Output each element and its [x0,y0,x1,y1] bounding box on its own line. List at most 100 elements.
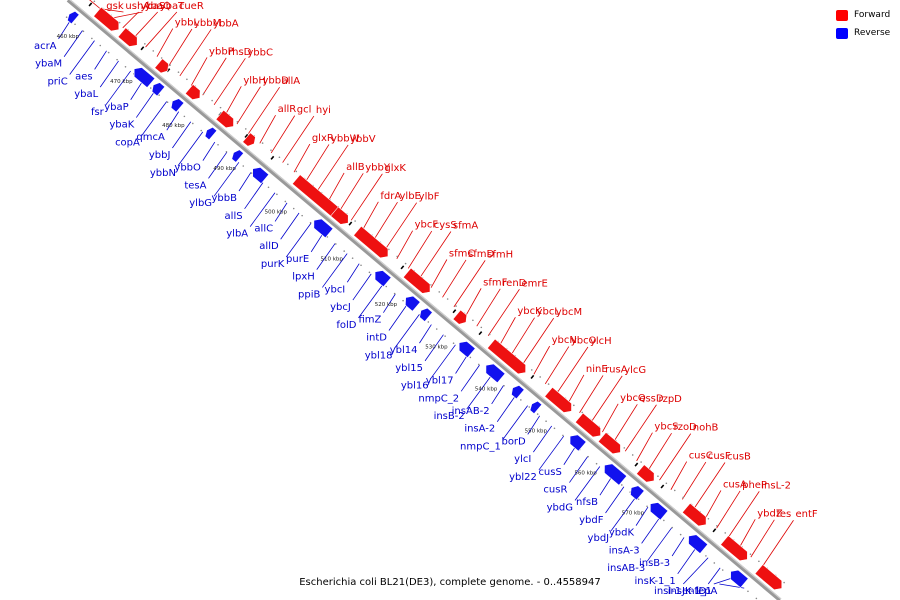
backbone-dot [118,21,121,24]
backbone-dot [149,87,152,89]
forward-gene-label: sfmH [487,249,513,260]
backbone-tick [140,46,145,51]
backbone-tick [660,484,665,489]
forward-gene-label: cusC [689,451,713,462]
backbone-dot [623,447,626,449]
backbone-dot [520,399,522,401]
reverse-gene-label: ybdF [579,515,604,526]
reverse-swatch [836,27,848,39]
reverse-gene-label: purE [286,254,309,265]
reverse-leader-line [316,243,336,270]
reverse-gene-label: fepA [695,586,718,597]
forward-gene-label: ybcQ [620,393,646,404]
reverse-gene-block [511,385,525,400]
forward-gene-label: ybdZ [757,508,783,519]
forward-swatch [836,9,848,21]
reverse-gene-label: ybl14 [390,345,418,356]
genome-caption: Escherichia coli BL21(DE3), complete gen… [299,577,601,588]
reverse-gene-label: borD [501,436,526,447]
reverse-leader-line [202,141,216,161]
reverse-gene-block [133,67,156,89]
reverse-gene-label: ybl15 [395,363,423,374]
forward-leader-line [579,375,604,413]
reverse-leader-line [99,60,119,88]
forward-leader-line [282,115,315,163]
reverse-leader-line [430,344,456,379]
backbone-dot [393,292,396,295]
forward-gene-label: ybcF [415,220,439,231]
forward-gene-label: ybbD [262,76,289,87]
backbone-tick [712,528,717,533]
forward-gene-block [353,225,389,259]
backbone-dot [116,58,118,61]
backbone-tick [530,374,535,379]
legend: Forward Reverse [836,8,890,44]
backbone-dot [91,37,93,40]
forward-leader-line [590,375,623,423]
forward-gene-label: renD [502,278,526,289]
reverse-leader-line [285,222,312,258]
reverse-gene-label: tesA [184,180,206,191]
forward-gene-label: ybbL [175,18,200,29]
forward-gene-label: entF [796,509,818,520]
reverse-leader-line [310,233,324,253]
reverse-gene-label: ybcI [325,284,346,295]
forward-leader-line [727,491,760,539]
backbone-dot [158,94,160,96]
forward-leader-line [613,404,638,442]
forward-leader-line [350,173,383,221]
forward-gene-label: cysS [434,220,457,231]
reverse-gene-label: ylbG [189,198,212,209]
backbone-dot [631,454,634,456]
backbone-dot [536,413,539,415]
reverse-leader-line [491,385,504,405]
backbone-dot [309,221,312,224]
forward-gene-block [117,27,138,47]
reverse-gene-block [688,534,709,554]
backbone-tick [400,265,405,270]
backbone-dot [721,569,724,571]
reverse-gene-label: insAB-3 [607,563,645,574]
backbone-dot [488,333,491,336]
forward-gene-label: glxR [312,133,334,144]
backbone-dot [169,64,171,66]
forward-leader-line [636,432,653,462]
legend-forward: Forward [836,8,890,22]
forward-leader-line [327,172,345,202]
reverse-gene-label: insA-2 [464,424,495,435]
backbone-dot [387,248,390,251]
forward-gene-label: allB [346,162,365,173]
forward-leader-line [179,29,212,77]
reverse-leader-line [610,496,637,531]
reverse-leader-line [63,30,83,57]
backbone-dot [530,369,533,371]
legend-reverse-label: Reverse [854,28,891,38]
forward-gene-label: essD [639,393,664,404]
backbone-dot [301,214,303,217]
backbone-dot [354,220,356,222]
backbone-dot [250,172,253,174]
forward-gene-block [242,132,256,147]
forward-leader-line [533,345,551,375]
forward-leader-line [750,519,775,558]
reverse-leader-line [238,172,252,192]
backbone-dot [503,384,505,387]
forward-leader-line [476,288,501,327]
forward-leader-line [396,230,413,259]
backbone-dot [427,321,430,323]
reverse-gene-block [252,167,270,185]
backbone-dot [758,560,760,563]
backbone-dot [469,356,472,359]
backbone-dot [292,207,295,210]
backbone-dot [663,519,665,522]
backbone-dot [166,101,169,104]
reverse-gene-label: insJK-1_1 [668,586,712,597]
reverse-gene-label: insK-1_1 [635,576,676,587]
forward-leader-line [624,404,657,452]
kbp-tick-label: 460 kbp [57,34,80,40]
reverse-leader-line [635,506,649,526]
backbone-dot [657,475,659,478]
reverse-leader-line [69,40,95,75]
genome-backbone [66,0,782,600]
backbone-dot [783,581,785,584]
